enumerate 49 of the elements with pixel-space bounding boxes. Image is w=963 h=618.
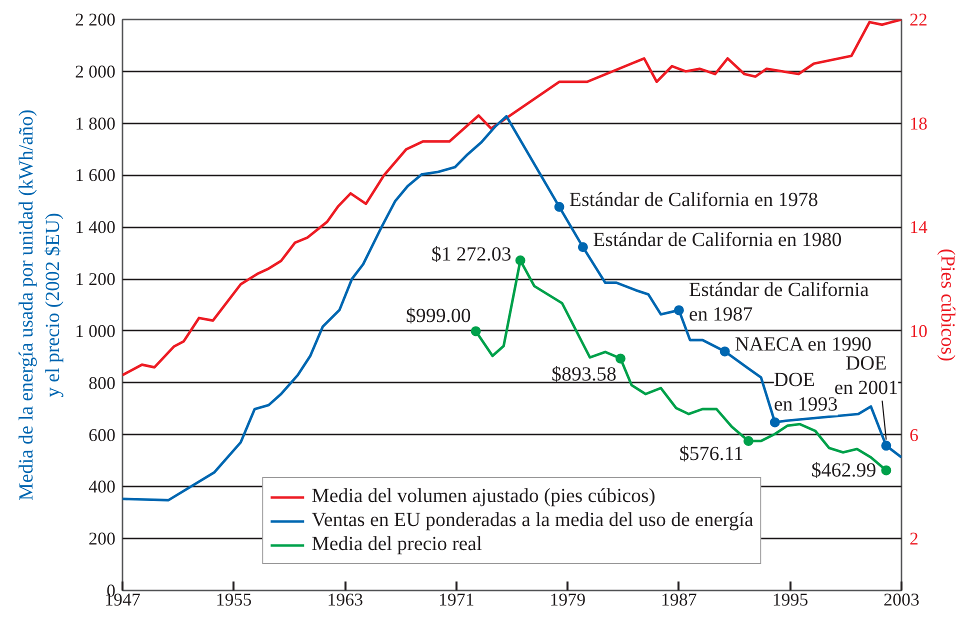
y-tick-label: 400 [88, 476, 116, 497]
point [578, 242, 588, 252]
y-tick-label: 600 [88, 424, 116, 445]
y2-tick-label: 2 [910, 528, 918, 549]
y-tick-label: 2 000 [75, 61, 116, 82]
y2-tick-label: 18 [910, 113, 928, 134]
x-tick-label: 1971 [438, 590, 474, 610]
x-tick-label: 1963 [327, 590, 364, 610]
data-label: $462.99 [811, 459, 876, 482]
annotation: Estándar de California en 1980 [592, 229, 842, 252]
y-tick-label: 1 000 [75, 320, 116, 341]
annotation: Estándar de California en 1987 [688, 279, 869, 326]
point [554, 202, 564, 212]
y-tick-label: 1 600 [75, 165, 116, 186]
y2-tick-label: 14 [910, 217, 928, 238]
point [515, 255, 526, 266]
y2-tick-label: 10 [910, 320, 928, 341]
point [743, 436, 754, 446]
point [770, 417, 780, 428]
y-tick-label: 200 [88, 528, 116, 549]
x-tick-label: 1955 [216, 590, 252, 610]
legend-label: Media del precio real [312, 533, 482, 556]
point [674, 305, 684, 316]
point [720, 346, 730, 356]
data-label: $999.00 [406, 305, 471, 328]
point [616, 354, 626, 364]
y2-axis-title: (Pies cúbicos) [936, 248, 958, 362]
data-label: $1 272.03 [431, 243, 512, 266]
y-tick-label: 1 800 [75, 113, 116, 134]
legend-label: Media del volumen ajustado (pies cúbicos) [312, 485, 656, 508]
y-tick-label: 800 [88, 372, 116, 393]
point [881, 465, 892, 476]
annotation: Estándar de California en 1978 [569, 188, 818, 211]
x-tick-label: 1995 [772, 590, 808, 610]
x-tick-label: 2003 [884, 590, 920, 610]
y-tick-label: 1 400 [75, 217, 116, 238]
data-label: $893.58 [552, 364, 617, 386]
legend-label: Ventas en EU ponderadas a la media del uso de energía [312, 509, 754, 532]
y-tick-label: 2 200 [75, 10, 116, 30]
x-tick-label: 1979 [550, 590, 586, 610]
y2-tick-label: 6 [910, 424, 918, 445]
data-label: $576.11 [679, 442, 744, 465]
annotation: NAECA en 1990 [734, 333, 872, 356]
y2-tick-label: 22 [910, 10, 928, 30]
y-axis-title: Media de la energía usada por unidad (kWh/año) y el precio (2002 $EU) [16, 109, 64, 501]
point [881, 440, 892, 451]
y-tick-label: 1 200 [75, 269, 116, 290]
x-tick-label: 1987 [660, 590, 697, 610]
point [470, 326, 481, 336]
